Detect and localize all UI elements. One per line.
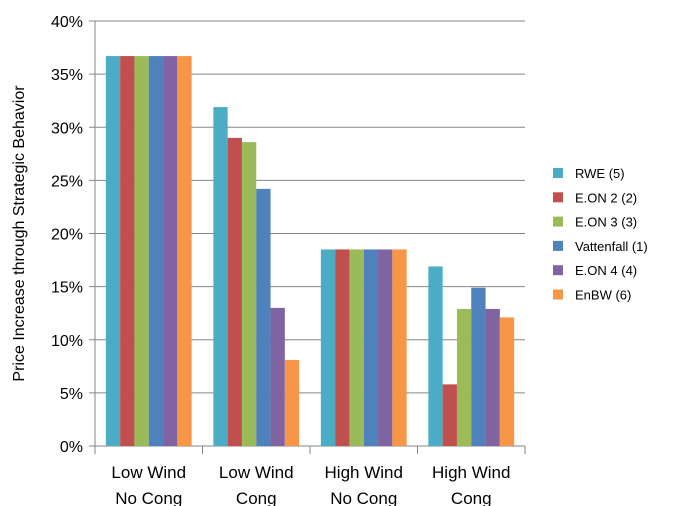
y-tick-label: 20%	[51, 227, 83, 244]
bar-vattenfall-1	[256, 188, 271, 446]
y-tick-label: 0%	[60, 439, 83, 456]
bar-e-on-4-4	[270, 307, 285, 446]
x-category-label: Cong	[236, 489, 277, 506]
bar-enbw-6	[177, 56, 192, 446]
legend-label: E.ON 3 (3)	[575, 215, 637, 230]
bar-vattenfall-1	[148, 56, 164, 446]
bar-e-on-2-2	[120, 56, 135, 446]
y-tick-label: 5%	[60, 386, 83, 403]
bar-rwe-5	[213, 107, 228, 446]
x-category-label: High Wind	[325, 463, 403, 482]
legend-swatch	[553, 168, 563, 178]
bar-enbw-6	[284, 359, 300, 446]
x-category-label: Low Wind	[111, 463, 186, 482]
y-axis-label: Price Increase through Strategic Behavio…	[11, 85, 28, 382]
bar-enbw-6	[392, 249, 407, 446]
x-category-label: No Cong	[115, 489, 182, 506]
legend-label: E.ON 2 (2)	[575, 190, 637, 205]
bar-rwe-5	[105, 56, 121, 446]
bar-rwe-5	[320, 249, 336, 446]
bar-e-on-4-4	[378, 249, 393, 446]
legend-label: EnBW (6)	[575, 288, 631, 303]
legend-swatch	[553, 216, 563, 227]
legend-swatch	[553, 265, 563, 276]
y-tick-label: 10%	[51, 333, 83, 350]
bar-e-on-2-2	[335, 249, 350, 446]
bar-e-on-3-3	[134, 56, 149, 446]
bar-vattenfall-1	[363, 249, 379, 446]
x-category-label: High Wind	[432, 463, 510, 482]
y-tick-label: 35%	[51, 67, 83, 84]
legend-label: Vattenfall (1)	[575, 239, 648, 254]
legend-label: E.ON 4 (4)	[575, 263, 637, 278]
bar-e-on-2-2	[442, 384, 457, 446]
legend-label: RWE (5)	[575, 166, 625, 181]
bar-vattenfall-1	[471, 287, 486, 446]
x-category-label: No Cong	[330, 489, 397, 506]
x-category-label: Low Wind	[219, 463, 294, 482]
bar-e-on-2-2	[227, 137, 242, 446]
bar-enbw-6	[499, 317, 515, 446]
bar-rwe-5	[428, 266, 443, 446]
bar-e-on-4-4	[485, 308, 500, 446]
y-tick-label: 15%	[51, 280, 83, 297]
y-tick-label: 40%	[51, 14, 83, 31]
bar-e-on-3-3	[349, 249, 364, 446]
bar-e-on-3-3	[241, 142, 257, 446]
bar-e-on-4-4	[163, 56, 178, 446]
bar-e-on-3-3	[456, 308, 472, 446]
legend-swatch	[553, 192, 563, 203]
y-tick-label: 25%	[51, 173, 83, 190]
legend-swatch	[553, 289, 563, 300]
x-category-label: Cong	[451, 489, 492, 506]
legend-swatch	[553, 240, 563, 251]
y-tick-label: 30%	[51, 120, 83, 137]
